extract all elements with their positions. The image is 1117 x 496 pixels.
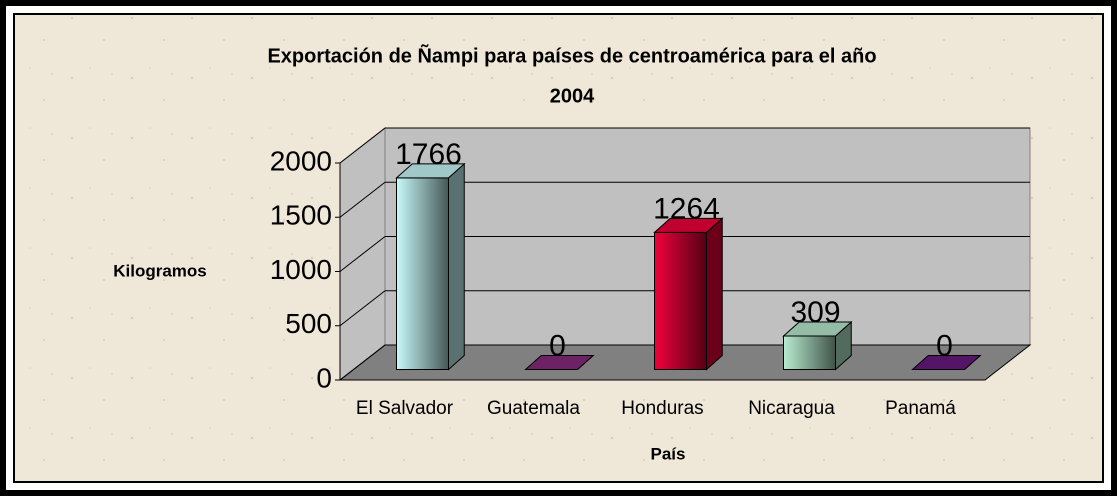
grid-line [339, 181, 386, 218]
data-label: 0 [549, 329, 566, 362]
bar-top [395, 163, 466, 179]
y-tick-label: 2000 [270, 145, 332, 176]
bar-side [706, 217, 723, 371]
bar-top [653, 217, 724, 233]
x-tick-label: Nicaragua [748, 398, 835, 419]
y-axis-title: Kilogramos [113, 261, 207, 280]
bar-top [524, 355, 595, 370]
y-tick-label: 500 [285, 308, 332, 339]
bar [783, 335, 836, 371]
data-label: 0 [936, 329, 953, 362]
y-tick-label: 0 [316, 362, 332, 393]
chart-title: 2004 [550, 85, 595, 107]
x-tick-label: Panamá [885, 398, 956, 419]
bar-top [782, 321, 853, 337]
grid-line [339, 236, 386, 272]
data-label: 1766 [395, 138, 462, 171]
x-tick-label: Guatemala [487, 398, 580, 419]
grid-line [339, 344, 386, 381]
grid-line [339, 290, 386, 327]
x-tick-label: Honduras [621, 398, 703, 419]
chart-title: Exportación de Ñampi para países de cent… [267, 44, 876, 67]
bar-side [448, 162, 465, 371]
bar [654, 231, 707, 370]
data-label: 309 [790, 296, 840, 329]
grid-line [339, 127, 386, 164]
bar [396, 177, 449, 370]
x-axis-title: País [651, 444, 686, 463]
x-tick-label: El Salvador [356, 398, 454, 419]
bar-top [911, 355, 982, 370]
data-label: 1264 [653, 192, 720, 225]
y-tick-label: 1500 [270, 200, 332, 231]
y-tick-label: 1000 [270, 254, 332, 285]
